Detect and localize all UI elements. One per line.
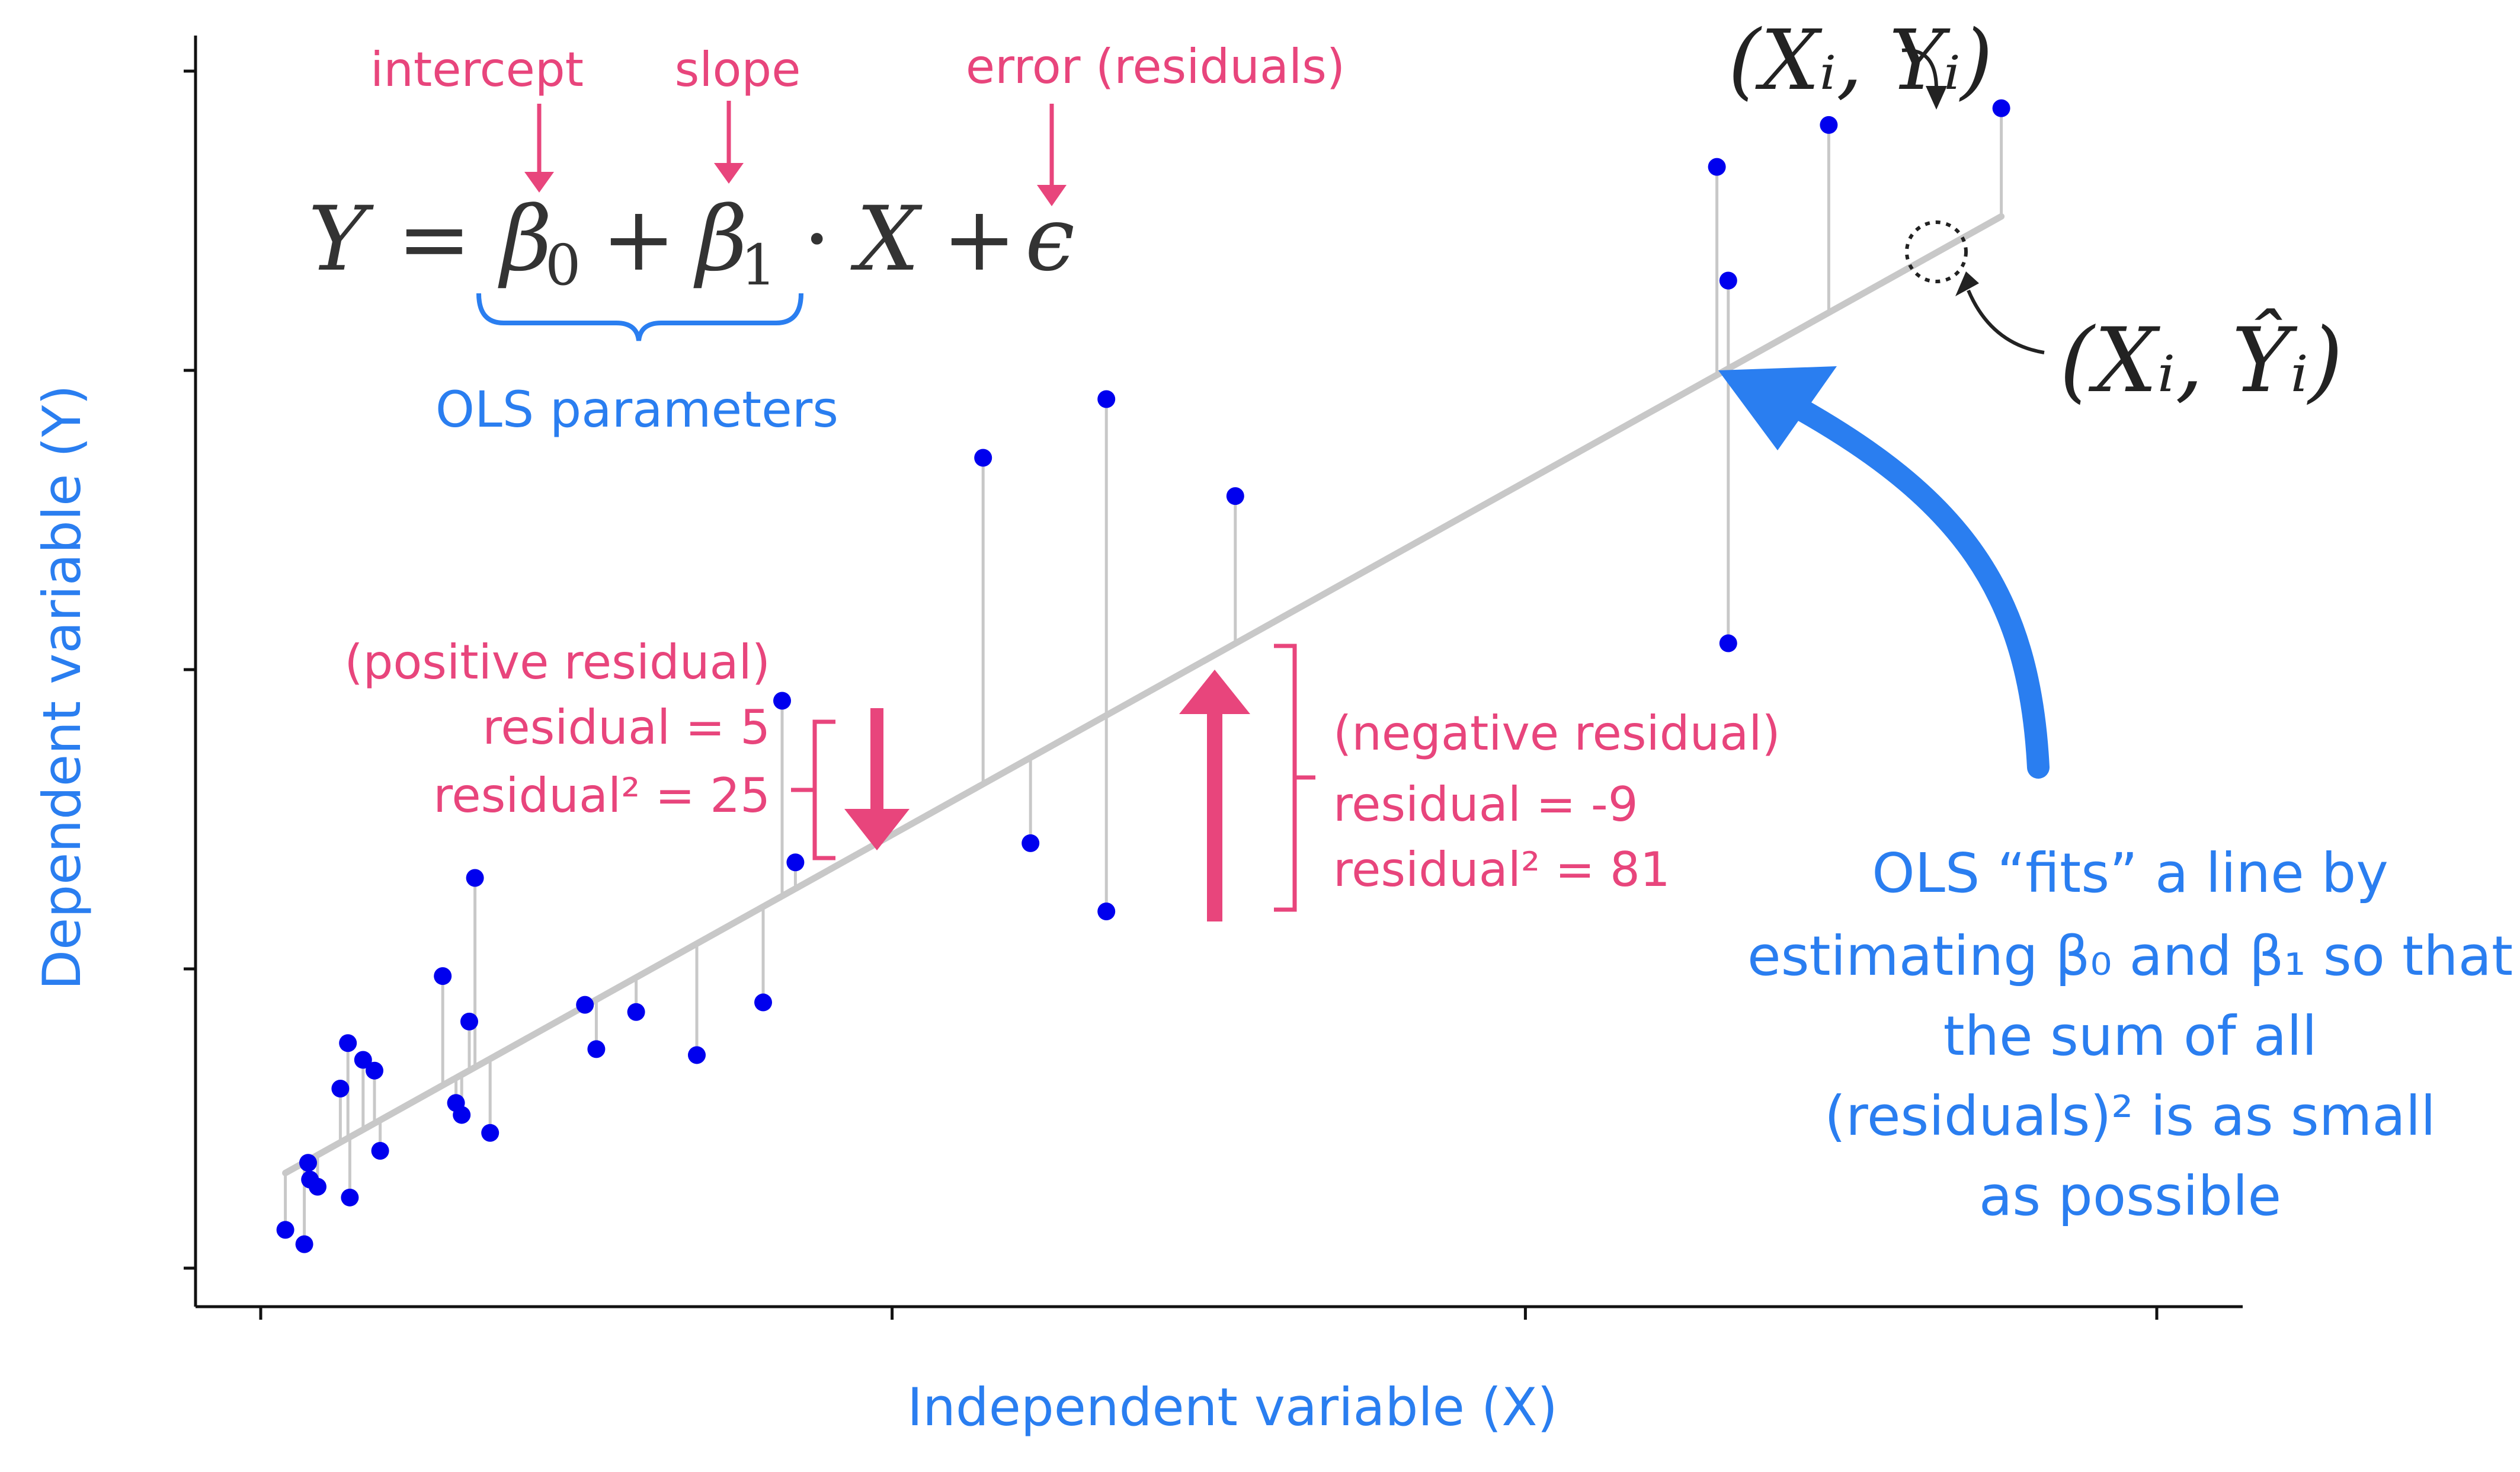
positive-residual-value: residual = 5 <box>482 700 770 755</box>
data-point-18 <box>587 1040 606 1058</box>
x-axis-label: Independent variable (X) <box>907 1377 1558 1438</box>
data-point-9 <box>366 1061 383 1080</box>
ols-explanation-line-5: as possible <box>1979 1164 2281 1228</box>
fitted-point-label: (Xᵢ, Ŷᵢ) <box>2060 308 2343 412</box>
data-point-32 <box>1820 116 1838 134</box>
error-label: error (residuals) <box>966 39 1345 94</box>
data-point-23 <box>786 853 805 872</box>
data-point-15 <box>466 869 484 887</box>
observed-point-label: (Xᵢ, Yᵢ) <box>1728 12 1993 109</box>
equation-plus-2: + <box>942 188 1017 291</box>
ols-equation: Y = β 0 + β 1 · X + ϵ <box>308 188 1075 298</box>
equation-beta0: β <box>498 188 552 291</box>
y-axis-label: Dependent variable (Y) <box>31 385 92 990</box>
ols-fit-arrowhead-icon <box>1718 366 1837 450</box>
negative-residual-annotation: (negative residual) residual = -9 residu… <box>1179 644 1781 921</box>
data-point-10 <box>371 1142 389 1160</box>
data-point-25 <box>1022 834 1040 852</box>
negative-residual-bracket <box>1274 644 1315 912</box>
positive-residual-annotation: (positive residual) residual = 5 residua… <box>344 635 910 860</box>
data-point-6 <box>339 1034 357 1052</box>
x-axis-ticks <box>259 1307 2159 1320</box>
data-point-29 <box>1708 158 1726 176</box>
intercept-arrowhead-icon <box>524 172 554 193</box>
data-point-31 <box>1719 634 1737 652</box>
observed-point-arrow <box>1901 48 1938 89</box>
equation-beta1-subscript: 1 <box>741 233 776 298</box>
equation-epsilon: ϵ <box>1025 188 1075 291</box>
negative-residual-title: (negative residual) <box>1333 706 1781 761</box>
data-point-33 <box>1992 99 2010 117</box>
ols-explanation-line-2: estimating β₀ and β₁ so that <box>1747 924 2513 988</box>
equation-dot: · <box>803 188 831 291</box>
fitted-point-arrow <box>1967 289 2045 354</box>
ols-explanation-line-4: (residuals)² is as small <box>1824 1084 2436 1148</box>
data-point-22 <box>773 692 791 710</box>
ols-parameters-label: OLS parameters <box>436 380 838 439</box>
data-point-5 <box>331 1080 350 1097</box>
observed-point-annotation: (Xᵢ, Yᵢ) <box>1728 12 1993 110</box>
data-point-27 <box>1097 903 1116 921</box>
slope-arrowhead-icon <box>714 163 744 184</box>
negative-residual-arrowhead-icon <box>1179 670 1250 714</box>
equation-x: X <box>850 188 923 291</box>
data-point-1 <box>295 1235 313 1253</box>
ols-explanation-line-3: the sum of all <box>1943 1004 2317 1068</box>
data-point-8 <box>354 1051 372 1069</box>
positive-residual-squared: residual² = 25 <box>433 768 770 823</box>
data-point-19 <box>627 1003 645 1021</box>
equation-beta0-subscript: 0 <box>545 233 581 298</box>
error-arrowhead-icon <box>1037 185 1067 206</box>
positive-residual-arrowhead-icon <box>844 809 910 850</box>
equation-y: Y <box>308 188 374 291</box>
equation-annotations: intercept slope error (residuals) <box>370 39 1345 206</box>
observed-point-arrowhead-icon <box>1926 86 1947 110</box>
data-point-7 <box>341 1188 359 1207</box>
data-point-0 <box>276 1221 294 1239</box>
negative-residual-squared: residual² = 81 <box>1333 842 1670 897</box>
data-point-2 <box>299 1154 317 1172</box>
data-point-20 <box>688 1046 706 1064</box>
data-point-30 <box>1719 271 1737 290</box>
slope-label: slope <box>675 42 801 97</box>
y-axis-ticks <box>184 69 196 1270</box>
ols-explanation-line-1: OLS “fits” a line by <box>1872 841 2388 905</box>
axes <box>184 36 2243 1320</box>
fit-line <box>282 213 2005 1176</box>
data-point-13 <box>453 1106 471 1124</box>
intercept-label: intercept <box>370 42 584 97</box>
data-point-4 <box>309 1177 326 1196</box>
data-point-26 <box>1097 390 1116 408</box>
ols-fit-arrow-shaft <box>1778 392 2050 779</box>
data-point-16 <box>481 1124 499 1142</box>
equation-beta1: β <box>693 188 748 291</box>
fitted-point-marker <box>1905 220 1968 283</box>
equation-equals: = <box>397 188 472 291</box>
data-point-17 <box>576 996 594 1014</box>
data-point-24 <box>974 449 992 467</box>
fitted-point-arrowhead-icon <box>1955 271 1979 296</box>
data-point-11 <box>434 967 452 985</box>
ols-explanation: OLS “fits” a line by estimating β₀ and β… <box>1747 841 2513 1228</box>
equation-plus-1: + <box>601 188 676 291</box>
positive-residual-bracket <box>791 719 835 860</box>
ols-parameters-brace <box>476 293 803 341</box>
negative-residual-value: residual = -9 <box>1333 777 1638 832</box>
data-point-21 <box>754 993 772 1012</box>
data-point-14 <box>460 1012 478 1031</box>
residual-lines <box>284 108 2003 1244</box>
data-point-28 <box>1226 487 1244 505</box>
ols-fit-arrow <box>1718 366 2050 779</box>
fitted-point-annotation: (Xᵢ, Ŷᵢ) <box>1905 220 2343 412</box>
ols-parameters-annotation: OLS parameters <box>436 293 838 439</box>
data-points <box>276 99 2010 1253</box>
positive-residual-title: (positive residual) <box>344 635 770 690</box>
